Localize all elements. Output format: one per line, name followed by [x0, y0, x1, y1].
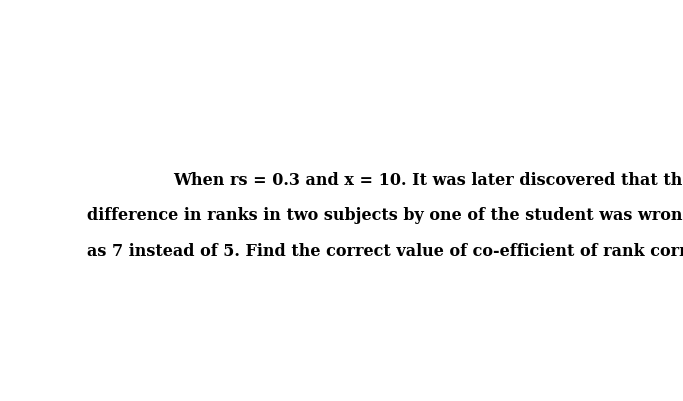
Text: When rs = 0.3 and x = 10. It was later discovered that the: When rs = 0.3 and x = 10. It was later d…	[173, 172, 683, 188]
Text: as 7 instead of 5. Find the correct value of co-efficient of rank correlation.: as 7 instead of 5. Find the correct valu…	[87, 243, 683, 259]
Text: difference in ranks in two subjects by one of the student was wrongly taken: difference in ranks in two subjects by o…	[87, 207, 683, 224]
